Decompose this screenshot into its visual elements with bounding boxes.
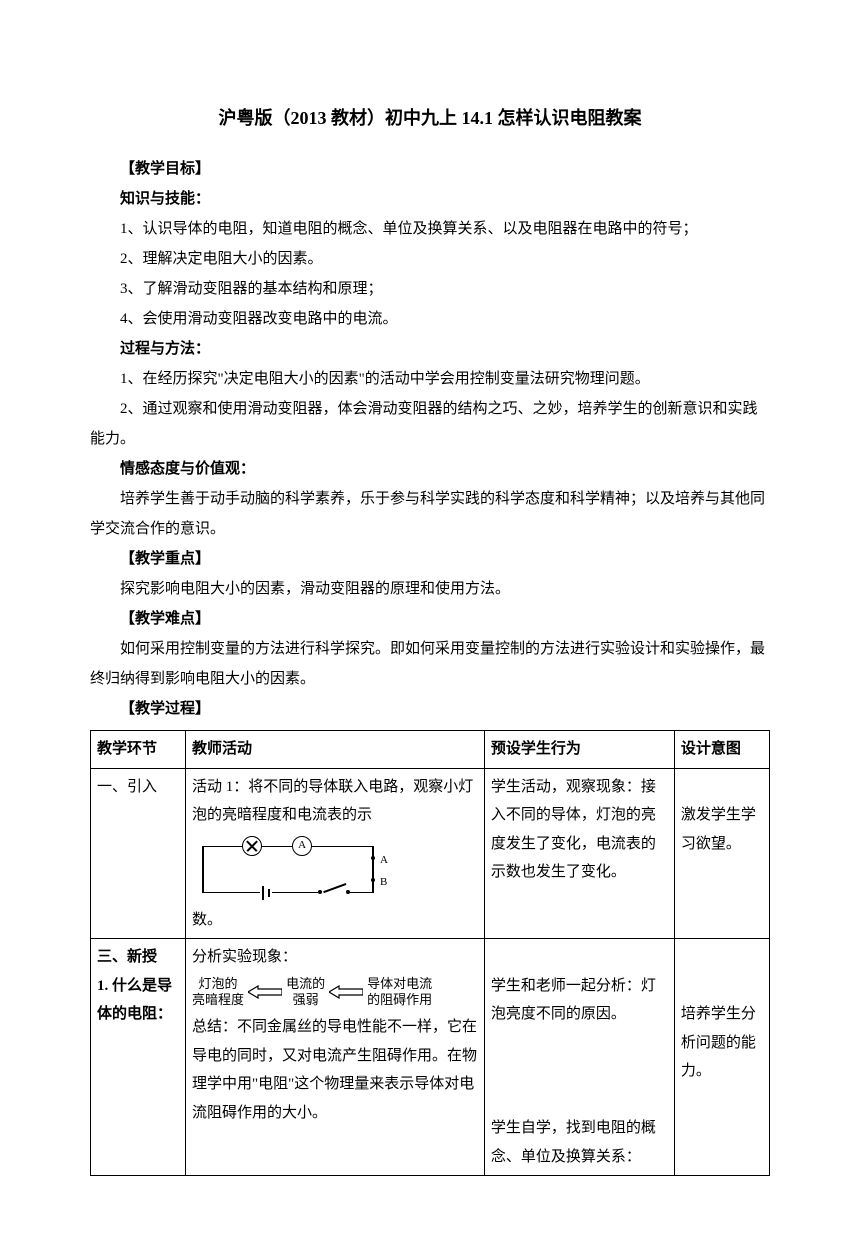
- knowledge-item: 3、了解滑动变阻器的基本结构和原理；: [90, 274, 770, 304]
- cell-text: 三、新授: [97, 949, 157, 965]
- table-cell: 三、新授 1. 什么是导体的电阻：: [91, 939, 186, 1176]
- cell-text: 分析实验现象：: [192, 949, 297, 965]
- table-cell: 一、引入: [91, 768, 186, 939]
- terminal-label: A: [380, 850, 388, 871]
- flow-label: 亮暗程度: [192, 992, 244, 1007]
- heading-procedure: 【教学过程】: [90, 694, 770, 724]
- cell-text: 总结：不同金属丝的导电性能不一样，它在导电的同时，又对电流产生阻碍作用。在物理学…: [192, 1019, 477, 1121]
- heading-difficult: 【教学难点】: [90, 604, 770, 634]
- arrow-left-icon: [329, 985, 363, 999]
- table-cell: 分析实验现象： 灯泡的亮暗程度 电流的强弱 导体对电流的阻碍作用 总结：不同金属…: [186, 939, 485, 1176]
- page-title: 沪粤版（2013 教材）初中九上 14.1 怎样认识电阻教案: [90, 100, 770, 136]
- cell-text: 数。: [192, 912, 222, 928]
- heading-emotion: 情感态度与价值观：: [90, 454, 770, 484]
- terminal-label: B: [380, 872, 387, 893]
- flow-label: 强弱: [293, 992, 319, 1007]
- heading-knowledge: 知识与技能：: [90, 184, 770, 214]
- cell-text: 激发学生学习欲望。: [681, 807, 756, 852]
- circuit-diagram: A A B: [192, 836, 382, 906]
- cell-text: 培养学生分析问题的能力。: [681, 1006, 756, 1079]
- knowledge-item: 4、会使用滑动变阻器改变电路中的电流。: [90, 304, 770, 334]
- emotion-text: 培养学生善于动手动脑的科学素养，乐于参与科学实践的科学态度和科学精神；以及培养与…: [90, 484, 770, 544]
- cell-text: 活动 1：将不同的导体联入电路，观察小灯泡的亮暗程度和电流表的示: [192, 779, 473, 824]
- table-header: 预设学生行为: [484, 731, 674, 769]
- table-cell: 激发学生学习欲望。: [674, 768, 769, 939]
- table-header: 教学环节: [91, 731, 186, 769]
- cell-text: 学生和老师一起分析：灯泡亮度不同的原因。: [491, 978, 656, 1023]
- heading-process: 过程与方法：: [90, 334, 770, 364]
- knowledge-item: 1、认识导体的电阻，知道电阻的概念、单位及换算关系、以及电阻器在电路中的符号；: [90, 214, 770, 244]
- table-header: 教师活动: [186, 731, 485, 769]
- heading-keypoint: 【教学重点】: [90, 544, 770, 574]
- process-item: 1、在经历探究"决定电阻大小的因素"的活动中学会用控制变量法研究物理问题。: [90, 364, 770, 394]
- table-row: 一、引入 活动 1：将不同的导体联入电路，观察小灯泡的亮暗程度和电流表的示 A …: [91, 768, 770, 939]
- bulb-icon: [242, 836, 262, 856]
- table-cell: 学生活动，观察现象：接入不同的导体，灯泡的亮度发生了变化，电流表的示数也发生了变…: [484, 768, 674, 939]
- flow-label: 的阻碍作用: [367, 992, 432, 1007]
- table-row: 教学环节 教师活动 预设学生行为 设计意图: [91, 731, 770, 769]
- lesson-table: 教学环节 教师活动 预设学生行为 设计意图 一、引入 活动 1：将不同的导体联入…: [90, 730, 770, 1176]
- flow-diagram: 灯泡的亮暗程度 电流的强弱 导体对电流的阻碍作用: [192, 976, 478, 1010]
- table-cell: 学生和老师一起分析：灯泡亮度不同的原因。 学生自学，找到电阻的概念、单位及换算关…: [484, 939, 674, 1176]
- difficult-text: 如何采用控制变量的方法进行科学探究。即如何采用变量控制的方法进行实验设计和实验操…: [90, 634, 770, 694]
- knowledge-item: 2、理解决定电阻大小的因素。: [90, 244, 770, 274]
- table-cell: 培养学生分析问题的能力。: [674, 939, 769, 1176]
- table-cell: 活动 1：将不同的导体联入电路，观察小灯泡的亮暗程度和电流表的示 A A B: [186, 768, 485, 939]
- cell-text: 学生自学，找到电阻的概念、单位及换算关系：: [491, 1120, 656, 1165]
- page: 沪粤版（2013 教材）初中九上 14.1 怎样认识电阻教案 【教学目标】 知识…: [0, 0, 860, 1236]
- process-item: 2、通过观察和使用滑动变阻器，体会滑动变阻器的结构之巧、之妙，培养学生的创新意识…: [90, 394, 770, 454]
- flow-label: 电流的: [286, 976, 325, 991]
- arrow-left-icon: [248, 985, 282, 999]
- ammeter-icon: A: [292, 836, 312, 856]
- flow-label: 导体对电流: [367, 976, 432, 991]
- heading-objectives: 【教学目标】: [90, 154, 770, 184]
- table-header: 设计意图: [674, 731, 769, 769]
- table-row: 三、新授 1. 什么是导体的电阻： 分析实验现象： 灯泡的亮暗程度 电流的强弱 …: [91, 939, 770, 1176]
- keypoint-text: 探究影响电阻大小的因素，滑动变阻器的原理和使用方法。: [90, 574, 770, 604]
- flow-label: 灯泡的: [199, 976, 238, 991]
- cell-text: 1. 什么是导体的电阻：: [97, 978, 172, 1023]
